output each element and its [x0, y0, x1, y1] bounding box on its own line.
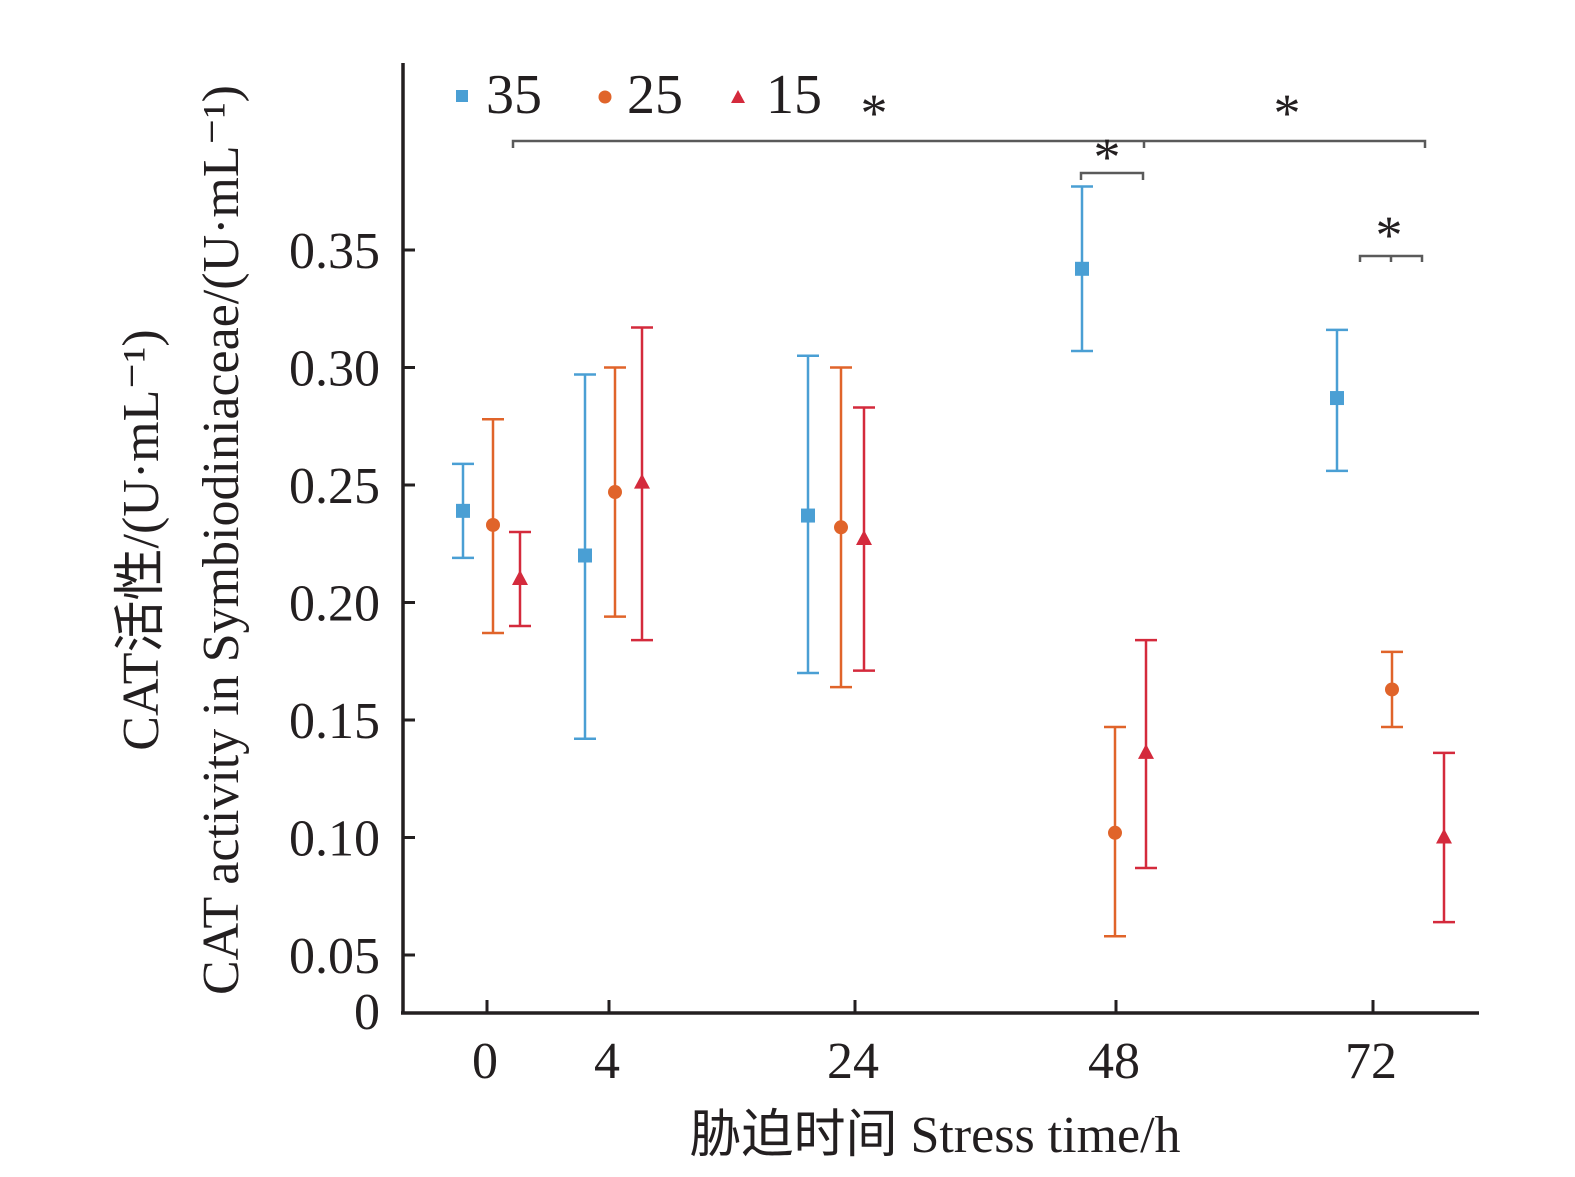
y-tick-label: 0.20 — [289, 576, 380, 633]
data-point-square — [578, 548, 592, 563]
x-axis-title: 胁迫时间 Stress time/h — [689, 1107, 1180, 1164]
y-ticks: 00.05 0.10 0.15 0.20 0.25 0.30 0.35 — [289, 223, 415, 1041]
series-25 — [482, 366, 1403, 938]
significance-star-2: * — [1274, 83, 1301, 143]
significance-star-4: * — [1376, 205, 1403, 265]
data-point-triangle — [1436, 828, 1452, 844]
legend-label-35: 35 — [486, 64, 542, 126]
data-point-triangle — [856, 530, 872, 546]
data-point-circle — [834, 520, 848, 535]
y-tick-label: 0.25 — [289, 458, 380, 515]
data-point-circle — [1385, 682, 1399, 697]
significance-brackets — [511, 139, 1427, 262]
x-tick-label: 0 — [472, 1033, 498, 1090]
data-point-square — [456, 503, 470, 518]
y-tick-label: 0.05 — [289, 928, 380, 985]
x-tick-label: 24 — [827, 1033, 879, 1090]
bracket-upper-long — [511, 139, 1427, 148]
data-layer — [452, 185, 1455, 938]
x-ticks: 0 4 24 48 72 — [472, 1000, 1397, 1090]
x-tick-label: 4 — [594, 1033, 620, 1090]
data-point-circle — [486, 517, 500, 532]
significance-star-3: * — [1094, 127, 1121, 187]
series-15 — [509, 326, 1455, 924]
y-tick-label: 0.35 — [289, 223, 380, 280]
legend-label-15: 15 — [766, 64, 822, 126]
bracket-72 — [1358, 254, 1424, 262]
x-tick-label: 48 — [1088, 1033, 1140, 1090]
y-tick-label: 0.15 — [289, 693, 380, 750]
data-point-circle — [1108, 825, 1122, 840]
data-point-circle — [608, 485, 622, 500]
y-axis-title-line1: CAT活性/(U·mL⁻¹) — [113, 329, 170, 750]
y-tick-label: 0.10 — [289, 811, 380, 868]
data-point-square — [801, 508, 815, 523]
legend: 35 25 15 — [456, 64, 822, 126]
data-point-triangle — [634, 473, 650, 489]
data-point-triangle — [1138, 743, 1154, 759]
bracket-48 — [1079, 171, 1145, 180]
y-tick-label: 0.30 — [289, 341, 380, 398]
legend-marker-35 — [456, 90, 468, 102]
y-tick-label: 0 — [354, 984, 380, 1041]
series-35 — [452, 185, 1348, 741]
legend-marker-15 — [731, 90, 745, 103]
significance-star-1: * — [861, 83, 888, 143]
data-point-square — [1330, 391, 1344, 406]
x-tick-label: 72 — [1345, 1033, 1397, 1090]
y-axis-title-line2: CAT activity in Symbiodiniaceae/(U·mL⁻¹) — [193, 85, 250, 995]
data-point-square — [1075, 261, 1089, 276]
data-point-triangle — [512, 570, 528, 585]
legend-marker-25 — [598, 90, 612, 104]
legend-label-25: 25 — [627, 64, 683, 126]
